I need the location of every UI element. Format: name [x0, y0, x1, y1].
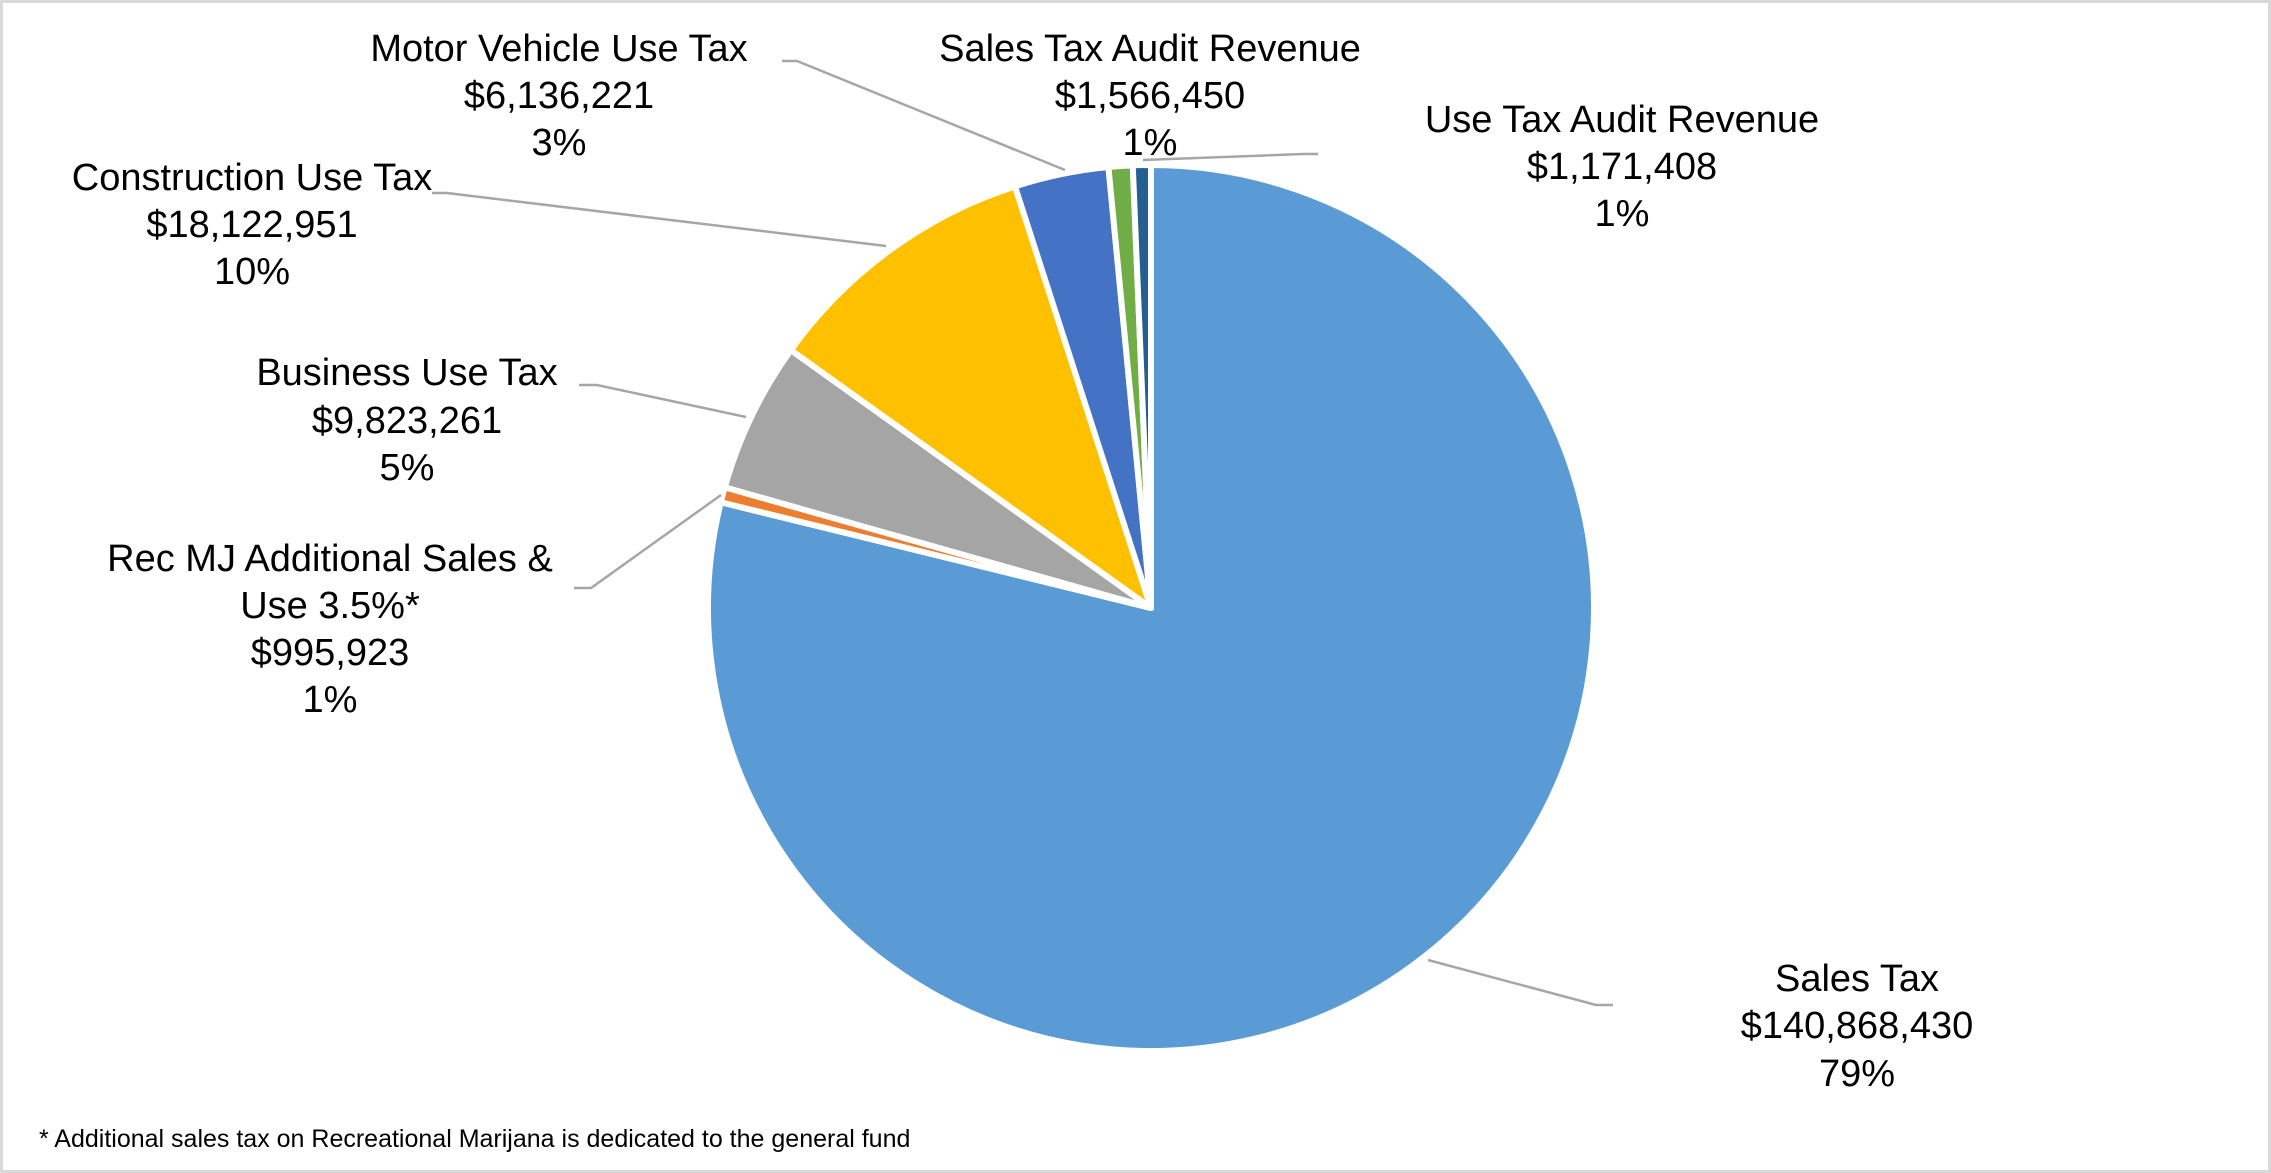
data-label-rec-mj: Rec MJ Additional Sales & Use 3.5%* $995…	[107, 538, 553, 721]
chart-canvas: Sales Tax $140,868,430 79% Rec MJ Additi…	[39, 28, 1973, 1153]
leader-line-sales-tax	[1427, 958, 1613, 1007]
pie-slice-use-tax-audit-revenue	[1129, 162, 1154, 611]
slice-value: $18,122,951	[146, 204, 357, 246]
data-label-use-tax-audit-revenue: Use Tax Audit Revenue $1,171,408 1%	[1425, 99, 1819, 235]
slice-value: $1,171,408	[1527, 146, 1717, 188]
data-label-construction-use-tax: Construction Use Tax $18,122,951 10%	[72, 157, 432, 293]
slice-value: $140,868,430	[1741, 1005, 1973, 1047]
slice-percent: 5%	[380, 447, 435, 489]
slice-value: $1,566,450	[1055, 75, 1245, 117]
leader-lines	[432, 59, 1613, 1007]
data-label-sales-tax: Sales Tax $140,868,430 79%	[1741, 958, 1973, 1095]
slice-label: Use Tax Audit Revenue	[1425, 99, 1819, 141]
pie-slices	[705, 162, 1597, 1054]
slice-value: $995,923	[251, 632, 410, 674]
slice-percent: 10%	[214, 251, 290, 293]
slice-percent: 3%	[532, 122, 587, 164]
slice-label: Sales Tax Audit Revenue	[939, 28, 1361, 70]
slice-value: $6,136,221	[464, 75, 654, 117]
data-label-motor-vehicle-use-tax: Motor Vehicle Use Tax $6,136,221 3%	[370, 28, 747, 164]
leader-line-motor-vehicle	[782, 59, 1066, 172]
footnote: * Additional sales tax on Recreational M…	[39, 1125, 910, 1153]
pie-slice-construction-use-tax	[787, 183, 1154, 611]
slice-label-line2: Use 3.5%*	[240, 585, 420, 627]
leader-line-use-tax-audit	[1142, 152, 1318, 162]
slice-label: Motor Vehicle Use Tax	[370, 28, 747, 70]
data-label-sales-tax-audit-revenue: Sales Tax Audit Revenue $1,566,450 1%	[939, 28, 1361, 164]
slice-label: Rec MJ Additional Sales &	[107, 538, 553, 580]
slice-label: Sales Tax	[1775, 958, 1939, 1000]
slice-percent: 1%	[303, 679, 358, 721]
slice-label: Construction Use Tax	[72, 157, 432, 199]
leader-line-business	[579, 383, 747, 419]
slice-value: $9,823,261	[312, 400, 502, 442]
leader-line-construction	[432, 191, 887, 248]
data-label-business-use-tax: Business Use Tax $9,823,261 5%	[256, 352, 557, 489]
slice-label: Business Use Tax	[256, 352, 557, 394]
slice-percent: 1%	[1123, 122, 1178, 164]
leader-line-rec-mj	[574, 493, 722, 590]
slice-percent: 1%	[1595, 193, 1650, 235]
slice-percent: 79%	[1819, 1053, 1895, 1095]
